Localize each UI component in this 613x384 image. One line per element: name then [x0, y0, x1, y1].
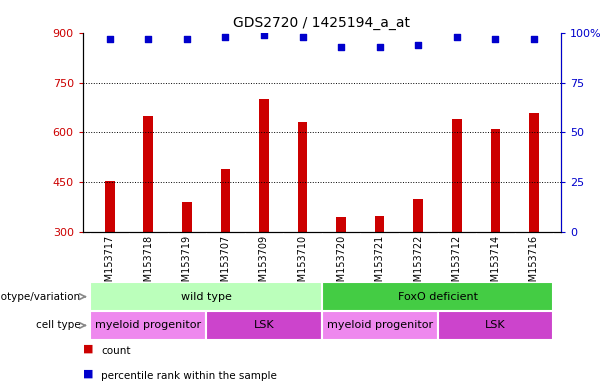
- Bar: [221, 169, 230, 232]
- Text: GSM153721: GSM153721: [375, 235, 385, 294]
- Text: GSM153716: GSM153716: [529, 235, 539, 294]
- Text: GSM153707: GSM153707: [221, 235, 230, 294]
- Point: [529, 36, 539, 42]
- Point: [336, 43, 346, 50]
- Text: GSM153710: GSM153710: [297, 235, 308, 294]
- Text: GSM153714: GSM153714: [490, 235, 500, 294]
- Text: myeloid progenitor: myeloid progenitor: [327, 320, 433, 331]
- Text: LSK: LSK: [254, 320, 274, 331]
- Text: GSM153719: GSM153719: [182, 235, 192, 294]
- Bar: [259, 99, 269, 232]
- Bar: [91, 282, 322, 311]
- Text: cell type: cell type: [36, 320, 81, 331]
- Text: count: count: [101, 346, 131, 356]
- Bar: [490, 129, 500, 232]
- Point: [105, 36, 115, 42]
- Bar: [206, 311, 322, 340]
- Text: LSK: LSK: [485, 320, 506, 331]
- Text: percentile rank within the sample: percentile rank within the sample: [101, 371, 277, 381]
- Bar: [337, 217, 346, 232]
- Text: ■: ■: [83, 344, 93, 354]
- Point: [182, 36, 192, 42]
- Text: ■: ■: [83, 369, 93, 379]
- Text: genotype/variation: genotype/variation: [0, 291, 81, 302]
- Point: [259, 31, 269, 38]
- Bar: [529, 113, 539, 232]
- Point: [490, 36, 500, 42]
- Bar: [438, 311, 553, 340]
- Text: GSM153709: GSM153709: [259, 235, 269, 294]
- Bar: [322, 282, 553, 311]
- Bar: [298, 122, 307, 232]
- Bar: [452, 119, 462, 232]
- Bar: [322, 311, 438, 340]
- Bar: [91, 311, 206, 340]
- Text: GSM153712: GSM153712: [452, 235, 462, 294]
- Point: [413, 41, 423, 48]
- Point: [375, 43, 384, 50]
- Text: wild type: wild type: [181, 291, 232, 302]
- Bar: [182, 202, 192, 232]
- Text: GSM153718: GSM153718: [143, 235, 153, 294]
- Point: [221, 33, 230, 40]
- Text: GSM153720: GSM153720: [336, 235, 346, 294]
- Bar: [413, 199, 423, 232]
- Text: myeloid progenitor: myeloid progenitor: [95, 320, 201, 331]
- Bar: [375, 216, 384, 232]
- Point: [452, 33, 462, 40]
- Bar: [143, 116, 153, 232]
- Point: [143, 36, 153, 42]
- Bar: [105, 181, 115, 232]
- Title: GDS2720 / 1425194_a_at: GDS2720 / 1425194_a_at: [234, 16, 410, 30]
- Text: GSM153722: GSM153722: [413, 235, 423, 294]
- Text: FoxO deficient: FoxO deficient: [397, 291, 478, 302]
- Point: [298, 33, 308, 40]
- Text: GSM153717: GSM153717: [105, 235, 115, 294]
